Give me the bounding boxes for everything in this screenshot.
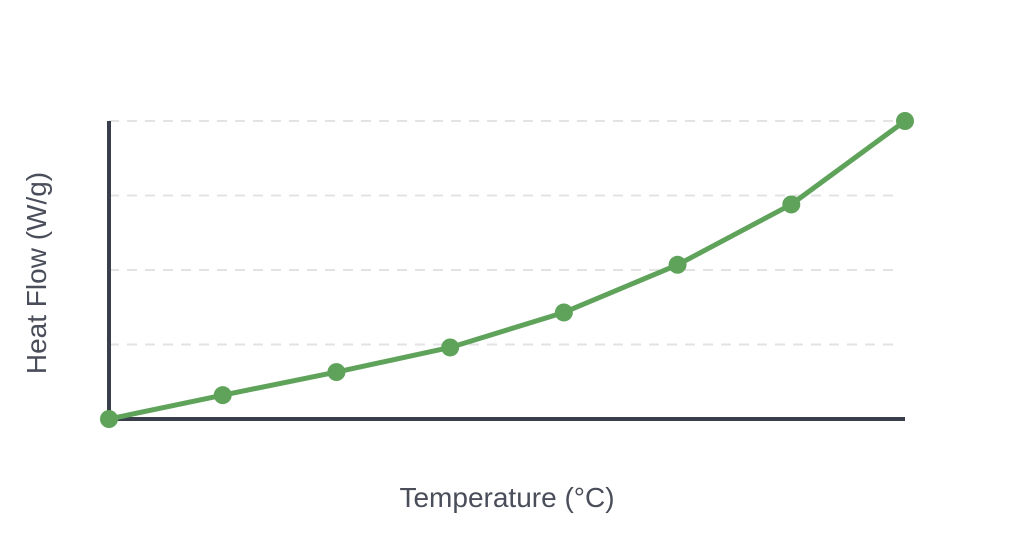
data-point-0 bbox=[100, 410, 118, 428]
data-point-4 bbox=[554, 303, 573, 322]
y-axis-label: Heat Flow (W/g) bbox=[21, 172, 52, 374]
x-axis-label: Temperature (°C) bbox=[399, 482, 614, 513]
data-point-5 bbox=[668, 255, 687, 274]
data-point-2 bbox=[327, 363, 346, 382]
data-point-7 bbox=[896, 112, 914, 130]
data-points bbox=[100, 112, 914, 428]
data-point-6 bbox=[782, 195, 801, 214]
data-point-1 bbox=[213, 386, 232, 405]
series-line bbox=[106, 118, 908, 422]
grid-lines bbox=[109, 120, 897, 346]
data-point-3 bbox=[441, 338, 460, 357]
